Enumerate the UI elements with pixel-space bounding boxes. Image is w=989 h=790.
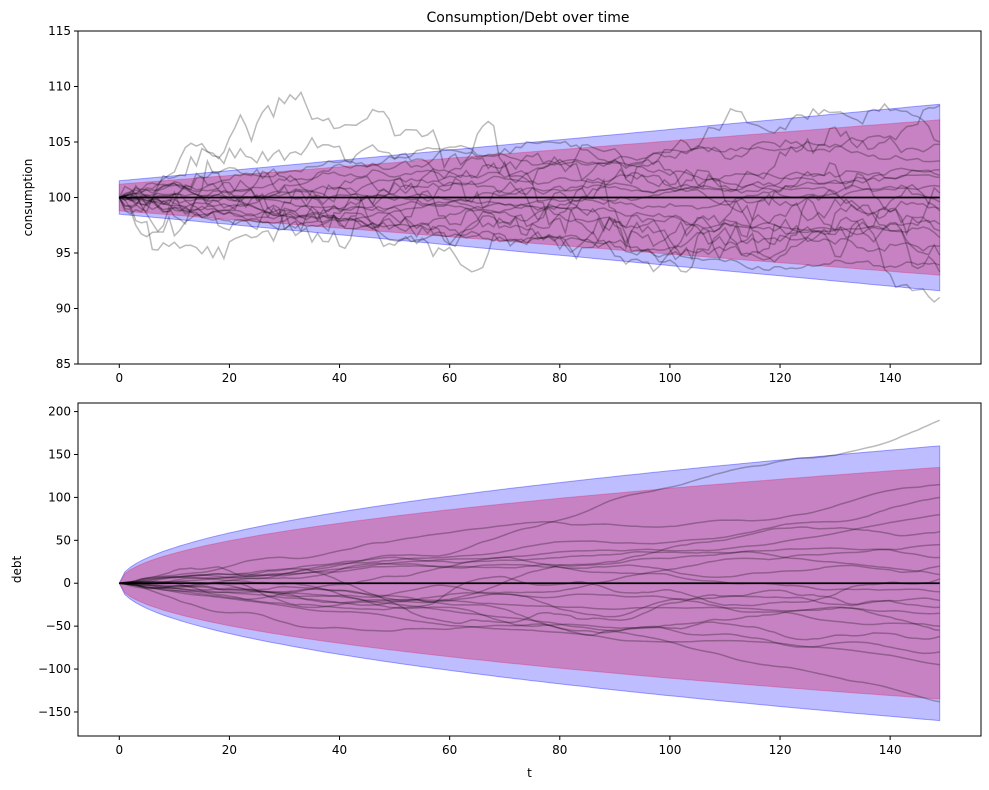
x-tick-label: 80 [552,371,567,385]
sample-path [119,582,940,615]
y-tick-label: 95 [56,246,71,260]
sample-path [119,483,940,584]
x-tick-label: 40 [332,371,347,385]
sample-path [118,140,940,199]
y-tick-label: 115 [48,24,71,38]
y-tick-label: 150 [48,447,71,461]
sample-path [119,136,941,273]
x-tick-label: 80 [552,743,567,757]
sample-path [119,146,940,199]
plot-area [118,90,941,303]
x-tick-label: 40 [332,743,347,757]
sample-path [119,582,940,618]
x-tick-label: 60 [442,371,457,385]
x-tick-label: 140 [879,371,902,385]
sample-path [119,419,940,584]
sample-path [119,195,940,272]
y-tick-label: 105 [48,135,71,149]
sample-path [119,191,941,239]
sample-path [118,167,940,220]
sample-path [119,566,940,624]
sample-path [119,526,940,603]
sample-path [119,104,941,246]
y-tick-label: −150 [38,705,71,719]
y-tick-label: 100 [48,490,71,504]
x-tick-label: 120 [769,371,792,385]
sample-path [119,167,940,203]
sample-path [119,182,941,236]
y-tick-label: −50 [46,619,71,633]
x-axis-label: t [527,766,532,780]
y-tick-label: 85 [56,357,71,371]
sample-path [118,90,941,303]
y-axis-label: debt [10,556,24,584]
y-tick-label: 200 [48,405,71,419]
sample-path [119,582,940,627]
y-tick-label: 110 [48,80,71,94]
x-tick-label: 20 [222,371,237,385]
axes-frame [77,402,982,737]
x-tick-label: 0 [115,371,123,385]
sample-path [119,496,940,585]
y-tick-label: 50 [56,533,71,547]
sample-path [119,551,940,584]
sample-path [119,547,940,584]
y-tick-label: −100 [38,662,71,676]
sample-path [118,170,941,273]
sample-path [119,196,940,263]
x-tick-label: 100 [658,743,681,757]
y-tick-label: 0 [63,576,71,590]
x-tick-label: 140 [879,743,902,757]
sample-path [119,582,940,655]
consumption-panel: 0 20 40 60 80 100 120 140 85 90 95 100 105 110 115 cons… [21,24,982,385]
sample-path [119,582,940,636]
plot-area [118,419,941,722]
sample-path [119,184,941,231]
sample-path [118,175,940,251]
sample-path [118,102,940,213]
sample-path [118,196,941,273]
x-tick-label: 0 [115,743,123,757]
sample-path [119,174,940,212]
x-tick-label: 60 [442,743,457,757]
x-tick-label: 20 [222,743,237,757]
sample-path [119,513,940,584]
sample-path [119,562,940,593]
y-tick-label: 100 [48,191,71,205]
y-tick-label: 90 [56,302,71,316]
sample-path [119,582,940,703]
sample-path [119,582,940,666]
x-tick-label: 120 [769,743,792,757]
debt-panel: 0 20 40 60 80 100 120 140 −150 −100 −50 0 50 100 150 20… [10,402,982,780]
figure-title: Consumption/Debt over time [427,10,630,26]
sample-path [118,136,940,202]
sample-path [119,543,940,599]
x-tick-label: 100 [658,371,681,385]
sample-path [119,556,940,601]
y-axis-label: consumption [21,159,35,237]
